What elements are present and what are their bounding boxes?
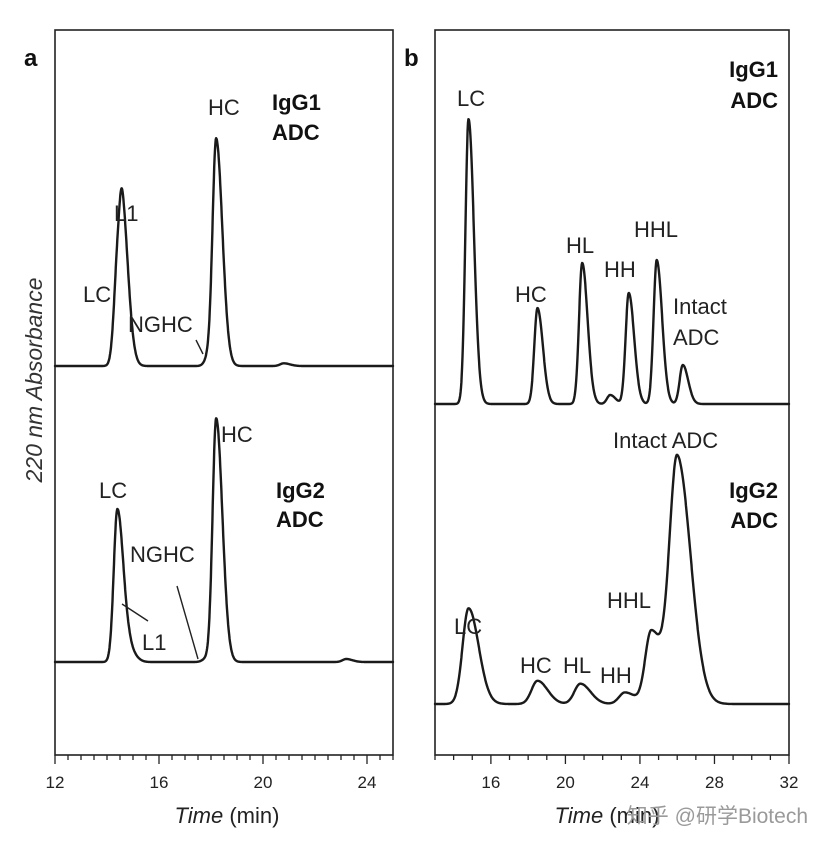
watermark: 知乎 @研学Biotech — [627, 805, 808, 828]
b-igg2-peak-hl-label: HL — [563, 653, 591, 678]
panel-a-xlabel-unit: (min) — [223, 803, 279, 828]
x-tick-label: 24 — [358, 773, 377, 792]
panel-b-xlabel-italic: Time — [555, 803, 604, 828]
panel-a-x-axis-label: Time (min) — [175, 803, 280, 828]
b-igg1-peak-hc-label: HC — [515, 282, 547, 307]
a-igg2-peak-nghc-label: NGHC — [130, 542, 195, 567]
a-igg1-nghc-leader — [195, 339, 204, 355]
a-igg2-nghc-leader — [176, 585, 199, 660]
panel-a-letter: a — [24, 45, 38, 72]
a-igg1-sample-name: IgG1 — [272, 90, 321, 115]
panel-a-xlabel-italic: Time — [175, 803, 224, 828]
x-tick-label: 20 — [556, 773, 575, 792]
b-igg1-sample-name: IgG1 — [729, 57, 778, 82]
b-igg2-peak-lc-label: LC — [454, 614, 482, 639]
a-igg2-peak-l1-label: L1 — [142, 630, 166, 655]
b-igg1-peak-hhl-label: HHL — [634, 217, 678, 242]
b-igg2-peak-hh-label: HH — [600, 663, 632, 688]
b-igg1-sample-type: ADC — [730, 88, 778, 113]
x-tick-label: 16 — [481, 773, 500, 792]
panel-b-letter: b — [404, 45, 419, 72]
panel-b-x-axis: 16 20 24 28 32 — [434, 755, 799, 792]
panel-b-x-axis-label: Time (min) — [555, 803, 660, 828]
panel-b-xlabel-unit: (min) — [603, 803, 659, 828]
x-tick-label: 32 — [780, 773, 799, 792]
a-igg2-l1-leader — [121, 603, 149, 622]
panel-a-igg2-trace — [53, 417, 395, 664]
b-igg1-peak-intact-label-1: Intact — [673, 294, 727, 319]
x-tick-label: 24 — [630, 773, 649, 792]
x-tick-label: 12 — [46, 773, 65, 792]
panel-a-x-axis: 12 16 20 24 — [46, 755, 394, 792]
a-igg1-peak-nghc-label: NGHC — [128, 312, 193, 337]
b-igg2-sample-type: ADC — [730, 508, 778, 533]
panel-b-frame — [434, 29, 790, 756]
panel-a: a 12 16 20 24 Time (min) LC L1 NGHC HC IgG1… — [24, 29, 395, 828]
a-igg1-peak-hc-label: HC — [208, 95, 240, 120]
a-igg2-peak-hc-label: HC — [221, 422, 253, 447]
panel-b-igg2-trace — [433, 453, 791, 706]
b-igg2-peak-hc-label: HC — [520, 653, 552, 678]
b-igg2-peak-intact-label: Intact ADC — [613, 428, 718, 453]
x-tick-label: 20 — [254, 773, 273, 792]
a-igg1-sample-type: ADC — [272, 120, 320, 145]
b-igg1-peak-hh-label: HH — [604, 257, 636, 282]
b-igg2-peak-hhl-label: HHL — [607, 588, 651, 613]
x-tick-label: 28 — [705, 773, 724, 792]
panel-b: b 16 20 24 28 32 Time (min) LC HC HL HH HHL … — [404, 29, 799, 828]
y-axis-label: 220 nm Absorbance — [21, 277, 47, 483]
a-igg1-peak-l1-label: L1 — [114, 201, 138, 226]
b-igg1-peak-lc-label: LC — [457, 86, 485, 111]
panel-a-frame — [54, 29, 394, 756]
a-igg1-peak-lc-label: LC — [83, 282, 111, 307]
a-igg2-sample-type: ADC — [276, 507, 324, 532]
b-igg2-sample-name: IgG2 — [729, 478, 778, 503]
a-igg2-sample-name: IgG2 — [276, 478, 325, 503]
b-igg1-peak-hl-label: HL — [566, 233, 594, 258]
b-igg1-peak-intact-label-2: ADC — [673, 325, 720, 350]
x-tick-label: 16 — [150, 773, 169, 792]
a-igg2-peak-lc-label: LC — [99, 478, 127, 503]
panel-b-igg1-trace — [433, 118, 791, 406]
panel-a-igg1-trace — [53, 137, 395, 368]
